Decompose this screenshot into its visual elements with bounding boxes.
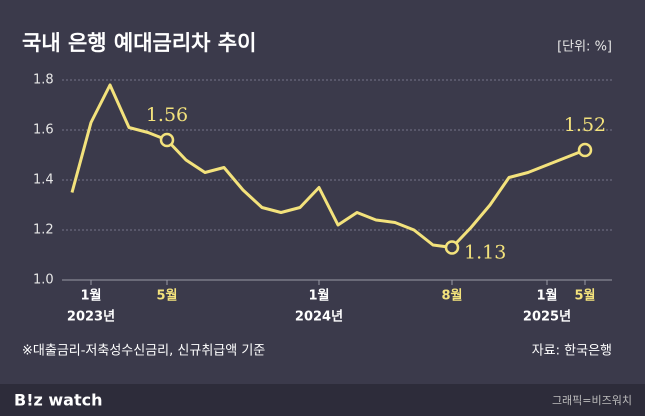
y-tick-label: 1.2 [33,223,54,238]
data-line [70,83,586,249]
y-tick-label: 1.8 [33,73,54,88]
credit: 그래픽=비즈워치 [552,394,632,407]
value-label: 1.13 [464,242,506,264]
x-tick-label: 5월 [574,288,595,304]
source: 자료: 한국은행 [532,343,612,359]
x-year-label: 2024년 [295,310,343,325]
x-tick-label: 5월 [156,288,177,304]
y-tick-label: 1.0 [33,273,54,288]
y-tick-label: 1.4 [33,173,54,188]
highlight-point [577,142,593,158]
chart-title: 국내 은행 예대금리차 추이 [22,31,256,55]
note: ※대출금리-저축성수신금리, 신규취급액 기준 [22,344,265,359]
y-tick-label: 1.6 [33,123,54,138]
x-tick-label: 1월 [536,288,557,304]
x-year-label: 2025년 [523,310,571,325]
unit-label: [단위: %] [557,40,612,55]
x-tick-label: 1월 [80,288,101,304]
highlight-point [159,132,175,148]
brand-logo: B!z watch [14,391,102,410]
value-label: 1.52 [564,114,606,136]
x-tick-label: 8월 [441,288,462,304]
x-tick-label: 1월 [308,288,329,304]
highlight-point [444,240,460,255]
value-label: 1.56 [146,104,188,126]
footer-band [0,384,645,416]
x-year-label: 2023년 [67,310,115,325]
